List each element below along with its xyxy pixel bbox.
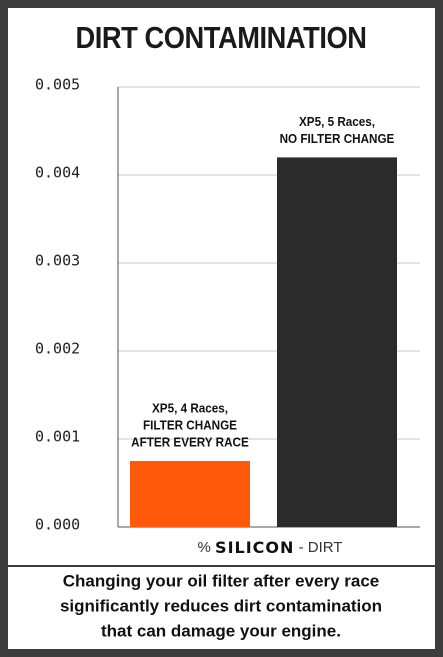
bar-label: FILTER CHANGE bbox=[143, 418, 237, 433]
x-axis-label: % SILICON - DIRT bbox=[198, 538, 343, 557]
x-label-emphasis: SILICON bbox=[215, 538, 294, 557]
x-label-suffix: - DIRT bbox=[299, 539, 343, 556]
y-tick-label: 0.001 bbox=[35, 428, 80, 446]
chart-title: DIRT CONTAMINATION bbox=[76, 22, 367, 56]
y-tick-label: 0.005 bbox=[35, 76, 80, 94]
y-tick-label: 0.003 bbox=[35, 252, 80, 270]
bar-label: XP5, 5 Races, bbox=[299, 114, 375, 129]
bar bbox=[130, 461, 250, 527]
y-tick-label: 0.002 bbox=[35, 340, 80, 358]
bar-label: AFTER EVERY RACE bbox=[131, 435, 249, 450]
bar-label: XP5, 4 Races, bbox=[152, 401, 228, 416]
caption: Changing your oil filter after every rac… bbox=[63, 571, 379, 590]
caption-panel bbox=[8, 567, 435, 649]
caption: that can damage your engine. bbox=[101, 621, 341, 640]
bar-label: NO FILTER CHANGE bbox=[280, 131, 395, 146]
y-tick-label: 0.004 bbox=[35, 164, 80, 182]
caption: significantly reduces dirt contamination bbox=[60, 596, 382, 615]
x-label-prefix: % bbox=[198, 539, 211, 556]
bar bbox=[277, 157, 397, 527]
y-tick-label: 0.000 bbox=[35, 516, 80, 534]
